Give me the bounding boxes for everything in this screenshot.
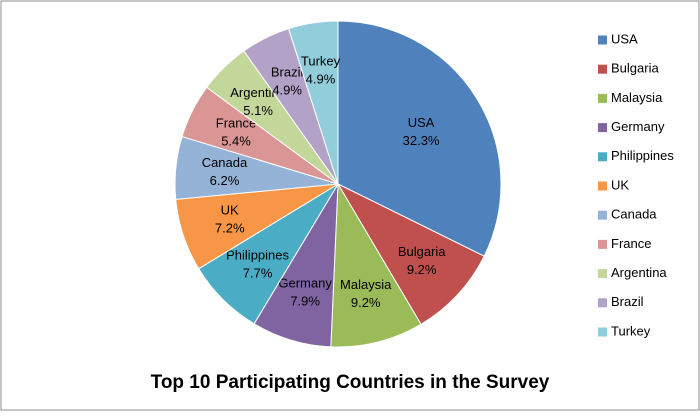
slice-value-label: 9.2% xyxy=(351,295,381,310)
slice-value-label: 4.9% xyxy=(272,82,302,97)
pie-slice xyxy=(337,20,502,257)
slice-label: USA xyxy=(408,115,435,130)
slice-label: France xyxy=(216,115,256,130)
slice-value-label: 6.2% xyxy=(210,173,240,188)
legend-label: UK xyxy=(611,177,629,192)
legend-label: Germany xyxy=(611,119,665,134)
slice-label: Bulgaria xyxy=(398,244,446,259)
legend-swatch xyxy=(598,269,607,279)
slice-value-label: 4.9% xyxy=(306,72,336,87)
legend-swatch xyxy=(598,93,607,103)
slice-label: Brazil xyxy=(271,64,304,79)
legend-label: Malaysia xyxy=(611,90,663,105)
slice-label: Turkey xyxy=(301,54,341,69)
legend-swatch xyxy=(598,181,607,191)
pie-slice xyxy=(336,182,485,325)
slice-value-label: 32.3% xyxy=(403,133,440,148)
legend-label: Bulgaria xyxy=(611,61,659,76)
chart-title: Top 10 Participating Countries in the Su… xyxy=(151,372,550,393)
slice-label: Malaysia xyxy=(340,277,392,292)
legend-label: Brazil xyxy=(611,294,644,309)
slice-value-label: 7.7% xyxy=(243,265,273,280)
legend-swatch xyxy=(598,327,607,337)
legend-swatch xyxy=(598,239,607,249)
legend-label: Turkey xyxy=(611,323,651,338)
slice-label: Philippines xyxy=(226,247,289,262)
legend-swatch xyxy=(598,152,607,162)
legend-swatch xyxy=(598,123,607,133)
legend-swatch xyxy=(598,298,607,308)
legend-label: Argentina xyxy=(611,265,667,280)
pie-slice xyxy=(287,20,339,185)
slice-value-label: 9.2% xyxy=(407,262,437,277)
slice-value-label: 5.1% xyxy=(243,103,273,118)
legend-label: Philippines xyxy=(611,148,674,163)
legend-label: Canada xyxy=(611,207,657,222)
slice-label: Germany xyxy=(278,276,332,291)
slice-value-label: 5.4% xyxy=(221,133,251,148)
legend-swatch xyxy=(598,35,607,45)
slice-value-label: 7.9% xyxy=(290,294,320,309)
slice-value-label: 7.2% xyxy=(215,220,245,235)
legend-label: USA xyxy=(611,31,638,46)
legend-swatch xyxy=(598,64,607,74)
legend-label: France xyxy=(611,236,651,251)
legend-swatch xyxy=(598,210,607,220)
pie-slice xyxy=(330,182,422,348)
slice-label: Canada xyxy=(202,155,248,170)
slice-label: UK xyxy=(221,202,239,217)
